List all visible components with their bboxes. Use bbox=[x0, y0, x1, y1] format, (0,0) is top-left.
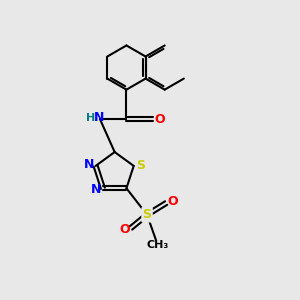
Text: S: S bbox=[136, 159, 145, 172]
Text: N: N bbox=[91, 183, 102, 196]
Text: S: S bbox=[142, 208, 152, 221]
Text: H: H bbox=[86, 112, 95, 123]
Text: O: O bbox=[154, 112, 165, 126]
Text: O: O bbox=[167, 195, 178, 208]
Text: O: O bbox=[119, 223, 130, 236]
Text: N: N bbox=[94, 111, 104, 124]
Text: N: N bbox=[84, 158, 94, 171]
Text: CH₃: CH₃ bbox=[146, 240, 169, 250]
